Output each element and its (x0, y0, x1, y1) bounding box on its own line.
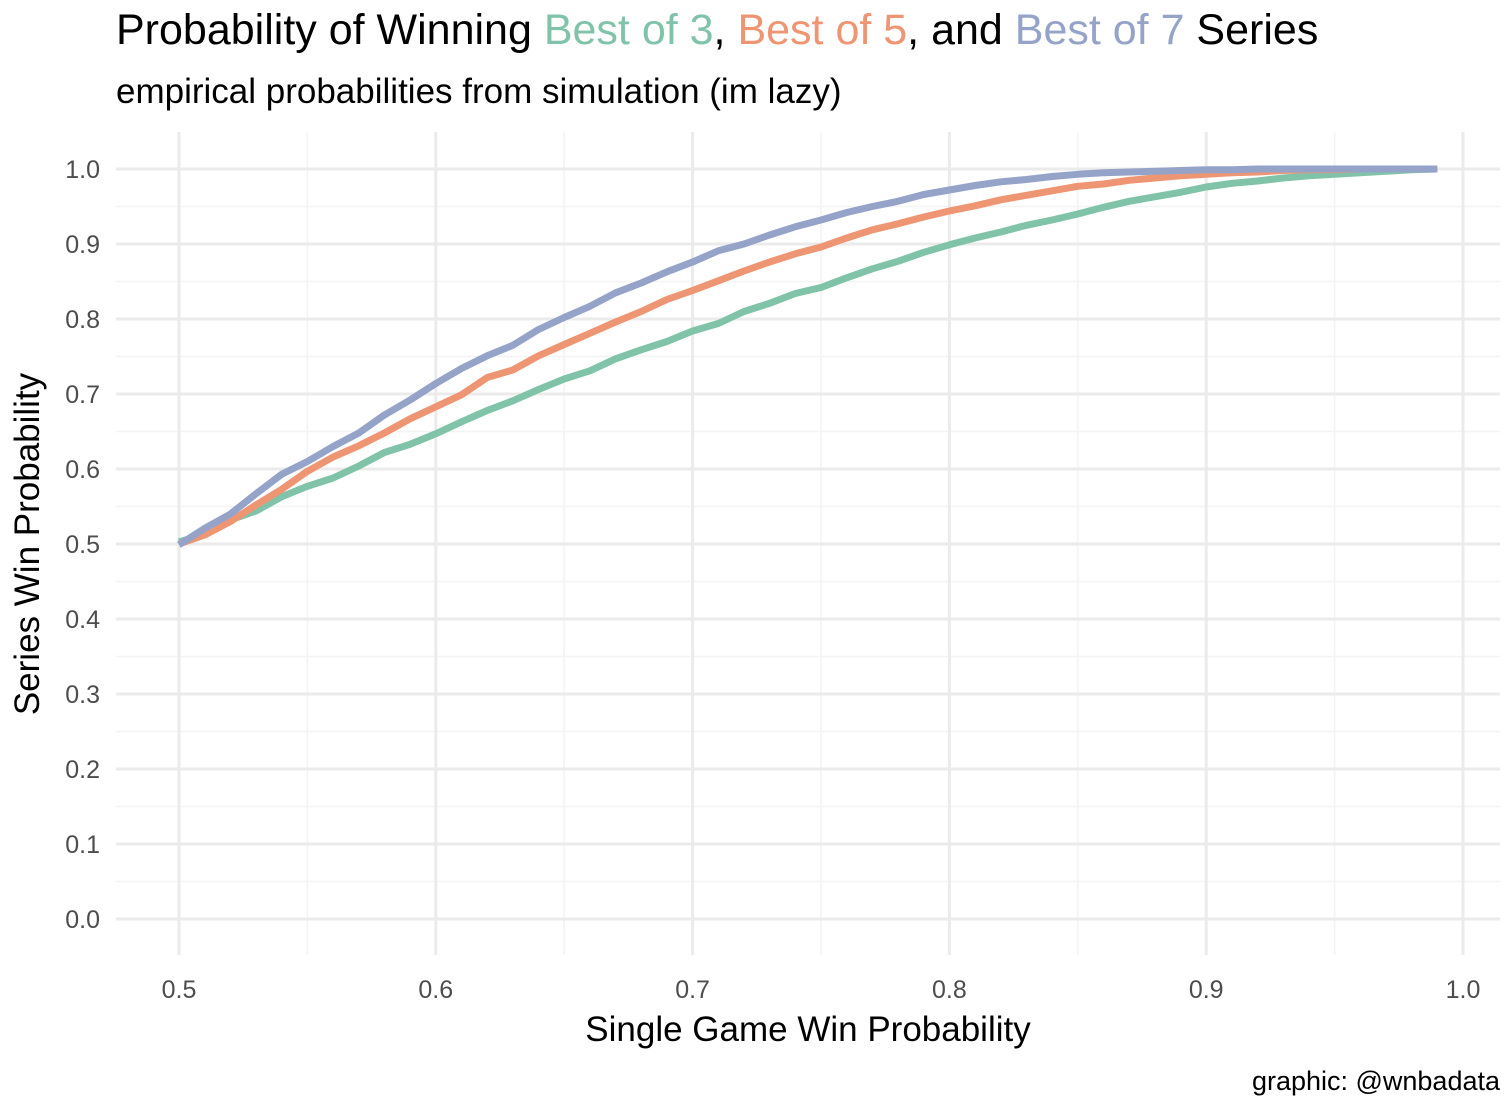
chart-title: Probability of Winning Best of 3, Best o… (116, 6, 1318, 55)
y-tick-label: 0.3 (65, 681, 100, 709)
x-tick-label: 0.6 (418, 976, 453, 1004)
title-prefix: Probability of Winning (116, 6, 544, 54)
series-line-best-of-7 (177, 165, 1438, 548)
caption: graphic: @wnbadata (1251, 1066, 1500, 1096)
y-tick-label: 1.0 (65, 156, 100, 184)
x-tick-label: 1.0 (1446, 976, 1481, 1004)
grid (116, 132, 1500, 955)
series-line-best-of-3 (178, 165, 1438, 546)
y-tick-label: 0.8 (65, 306, 100, 334)
y-tick-label: 0.0 (65, 906, 100, 934)
title-suffix: Series (1184, 6, 1319, 54)
y-axis-title: Series Win Probability (8, 372, 47, 715)
y-axis-ticks: 0.0 0.1 0.2 0.3 0.4 0.5 0.6 0.7 0.8 0.9 1.0 (65, 156, 100, 934)
title-best-of-3: Best of 3 (543, 6, 714, 54)
y-tick-label: 0.5 (65, 531, 100, 559)
x-tick-label: 0.9 (1189, 976, 1224, 1004)
y-tick-label: 0.7 (65, 381, 100, 409)
chart-subtitle: empirical probabilities from simulation … (116, 72, 842, 111)
y-tick-label: 0.9 (65, 231, 100, 259)
x-tick-label: 0.5 (162, 976, 197, 1004)
title-separator-1: , (713, 6, 738, 54)
y-tick-label: 0.1 (65, 831, 100, 859)
x-axis-ticks: 0.5 0.6 0.7 0.8 0.9 1.0 (162, 976, 1481, 1004)
x-tick-label: 0.8 (932, 976, 967, 1004)
title-separator-2: , and (907, 6, 1015, 54)
title-best-of-5: Best of 5 (737, 6, 908, 54)
x-tick-label: 0.7 (675, 976, 710, 1004)
y-tick-label: 0.4 (65, 606, 100, 634)
x-axis-title: Single Game Win Probability (585, 1010, 1031, 1049)
y-tick-label: 0.2 (65, 756, 100, 784)
title-best-of-7: Best of 7 (1014, 6, 1185, 54)
y-tick-label: 0.6 (65, 456, 100, 484)
series-lines (177, 165, 1438, 548)
